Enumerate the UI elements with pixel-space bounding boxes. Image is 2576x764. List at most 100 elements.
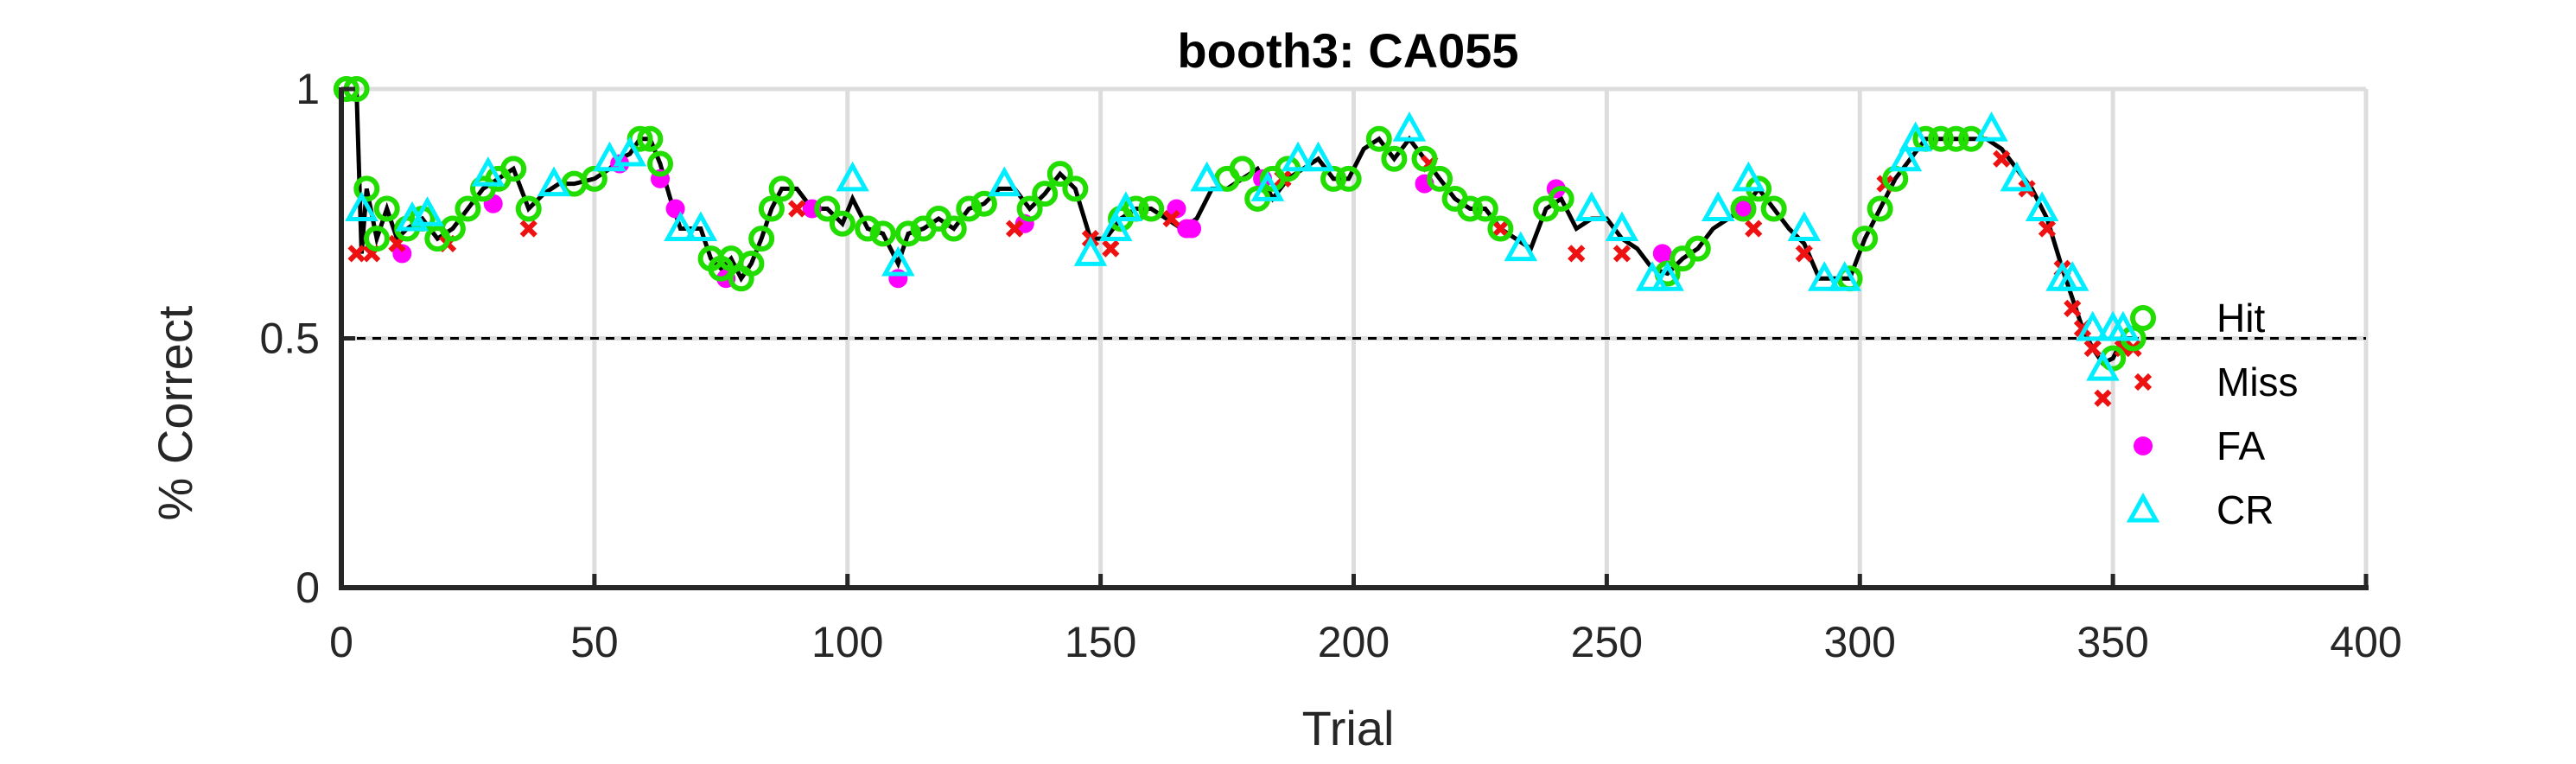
legend-item-miss: Miss <box>2134 360 2299 404</box>
cr-marker <box>1109 191 1143 221</box>
hit-marker <box>1548 185 1574 212</box>
hit-marker <box>581 165 607 192</box>
cr-marker <box>684 211 718 242</box>
hit-marker <box>1487 215 1514 242</box>
cr-marker <box>1301 141 1335 172</box>
tick-labels: 0 50 100 150 200 250 300 350 400 0 0.5 1 <box>259 65 2401 666</box>
legend-label: CR <box>2217 487 2274 532</box>
hit-marker <box>637 125 664 152</box>
hit-marker <box>869 220 896 247</box>
hit-marker <box>455 195 481 222</box>
hit-marker <box>768 175 795 202</box>
fa-marker <box>1167 199 1186 219</box>
hit-marker <box>1852 226 1879 252</box>
legend-item-cr: CR <box>2126 487 2274 532</box>
cr-marker <box>471 156 506 187</box>
x-tick-label: 200 <box>1318 618 1390 666</box>
hit-marker <box>1867 195 1893 222</box>
legend-marker-fa <box>2134 436 2153 455</box>
cr-marker <box>2076 310 2109 341</box>
hit-marker <box>1032 181 1059 207</box>
hit-marker <box>353 175 380 202</box>
x-tick-label: 0 <box>329 618 353 666</box>
legend-label: Miss <box>2217 360 2299 404</box>
cr-marker <box>988 166 1021 197</box>
hit-marker <box>1365 125 1392 152</box>
markers-group <box>333 76 2147 407</box>
y-tick-label: 1 <box>296 65 320 113</box>
cr-marker <box>1975 111 2008 142</box>
x-tick-label: 100 <box>811 618 883 666</box>
miss-marker <box>1795 245 1813 263</box>
x-tick-label: 250 <box>1571 618 1643 666</box>
hit-marker <box>515 195 542 222</box>
miss-marker <box>2064 299 2082 318</box>
miss-marker <box>2038 220 2057 238</box>
x-tick-label: 400 <box>2330 618 2401 666</box>
hit-marker <box>855 215 881 242</box>
y-axis-label: % Correct <box>148 305 202 520</box>
x-tick-label: 50 <box>570 618 619 666</box>
hit-marker <box>1062 175 1089 202</box>
hit-marker <box>895 220 922 247</box>
cr-marker <box>2025 191 2059 221</box>
hit-marker <box>1016 195 1043 222</box>
legend-marker-cr <box>2126 492 2160 523</box>
hit-marker <box>1684 235 1711 262</box>
hit-marker <box>333 76 359 102</box>
hit-marker <box>970 190 997 217</box>
cr-marker <box>2056 261 2089 291</box>
hit-marker <box>1760 195 1787 222</box>
hit-marker <box>1381 145 1408 172</box>
legend-label: FA <box>2217 423 2266 468</box>
hit-marker <box>829 210 855 237</box>
hit-marker <box>1411 145 1438 172</box>
cr-marker <box>1098 211 1133 242</box>
fa-marker <box>1733 199 1753 219</box>
cr-marker <box>537 166 571 197</box>
cr-marker <box>2106 310 2140 341</box>
legend-label: Hit <box>2217 296 2265 341</box>
miss-marker <box>788 200 806 218</box>
cr-marker <box>345 191 378 221</box>
cr-marker <box>881 245 915 277</box>
miss-marker <box>1492 220 1510 238</box>
hit-marker <box>758 195 785 222</box>
hit-marker <box>373 195 400 222</box>
miss-marker <box>1745 220 1763 238</box>
hit-marker <box>500 156 527 182</box>
legend-marker-hit <box>2130 305 2156 331</box>
cr-marker <box>664 211 697 242</box>
cr-marker <box>1899 121 1932 152</box>
hit-marker <box>1229 156 1256 182</box>
hit-marker <box>1335 165 1362 192</box>
hit-marker <box>1427 165 1453 192</box>
hit-marker <box>364 226 391 252</box>
legend: Hit Miss FA CR <box>2126 296 2299 532</box>
x-tick-label: 300 <box>1824 618 1896 666</box>
x-tick-label: 350 <box>2077 618 2148 666</box>
miss-marker <box>519 220 537 238</box>
cr-marker <box>1392 111 1427 142</box>
cr-marker <box>1605 211 1639 242</box>
miss-marker <box>2094 389 2112 407</box>
fa-marker <box>1182 219 1202 239</box>
fa-marker <box>1652 244 1672 264</box>
fa-marker <box>392 244 412 264</box>
hit-marker <box>1138 195 1165 222</box>
cr-marker <box>2086 350 2120 381</box>
hit-marker <box>1046 161 1073 188</box>
miss-marker <box>347 245 366 263</box>
miss-marker <box>1005 220 1024 238</box>
cr-marker <box>613 136 647 167</box>
cr-marker <box>593 141 627 172</box>
cr-marker <box>1701 191 1735 221</box>
miss-marker <box>1102 239 1120 258</box>
miss-marker <box>1568 245 1586 263</box>
hit-marker <box>956 195 983 222</box>
hit-marker <box>1457 195 1484 222</box>
hit-marker <box>738 250 765 277</box>
cr-marker <box>1073 236 1108 266</box>
cr-marker <box>1828 261 1861 291</box>
hit-marker <box>748 226 775 252</box>
